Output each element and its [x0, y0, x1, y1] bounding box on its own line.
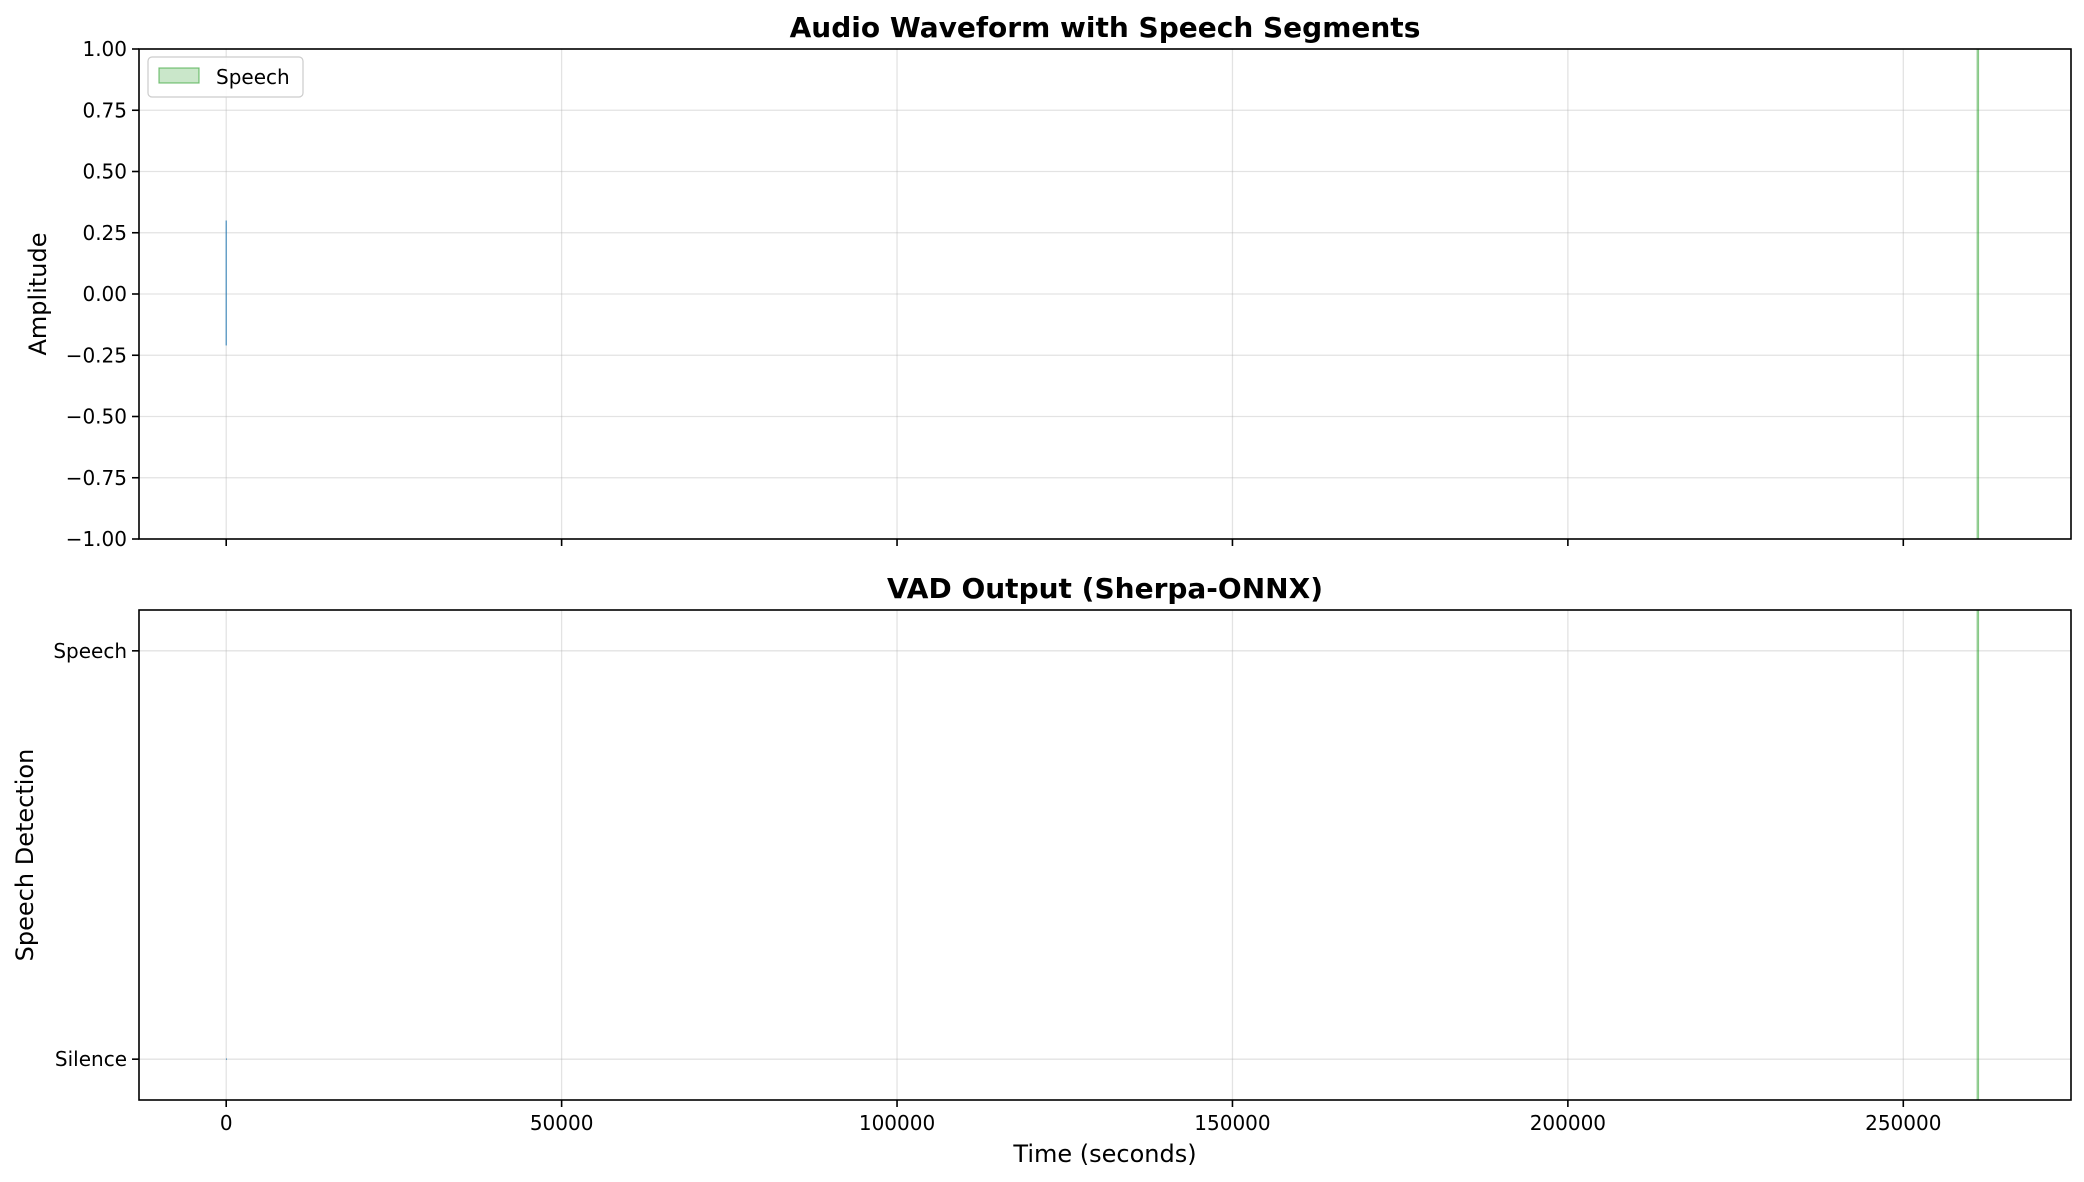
- x-tick-label: 200000: [1530, 1111, 1606, 1135]
- vad-grid: [139, 610, 2071, 1100]
- vad-y-ticks: Speech Silence: [53, 639, 139, 1071]
- y-tick-label: Silence: [55, 1047, 127, 1071]
- y-tick-label: 0.75: [82, 98, 127, 122]
- waveform-y-ticks: 1.00 0.75 0.50 0.25 0.00 −0.25 −0.50 −0.75 −1.00: [66, 37, 139, 551]
- vad-speech-segments: [1976, 609, 1980, 1101]
- y-tick-label: −0.25: [66, 343, 127, 367]
- vad-subplot: VAD Output (Sherpa-ONNX) 0 50000 100000 150…: [11, 572, 2072, 1168]
- x-tick-label: 0: [220, 1111, 233, 1135]
- vad-title: VAD Output (Sherpa-ONNX): [887, 572, 1323, 605]
- x-tick-label: 100000: [859, 1111, 935, 1135]
- y-tick-label: Speech: [53, 639, 127, 663]
- legend-box: [147, 56, 304, 98]
- vad-ylabel: Speech Detection: [11, 749, 39, 962]
- x-tick-label: 150000: [1194, 1111, 1270, 1135]
- y-tick-label: −1.00: [66, 527, 127, 551]
- speech-segment-span: [1976, 609, 1980, 1101]
- waveform-ylabel: Amplitude: [24, 233, 52, 356]
- legend-swatch-speech: [158, 67, 200, 84]
- y-tick-label: 0.00: [82, 282, 127, 306]
- waveform-subplot: Audio Waveform with Speech Segments 1.00…: [24, 11, 2072, 551]
- vad-x-ticks: 0 50000 100000 150000 200000 250000: [220, 1100, 1941, 1135]
- speech-segment-span: [1976, 48, 1980, 540]
- x-tick-label: 50000: [530, 1111, 594, 1135]
- y-tick-label: 0.50: [82, 160, 127, 184]
- y-tick-label: 1.00: [82, 37, 127, 61]
- y-tick-label: −0.50: [66, 405, 127, 429]
- legend: Speech: [147, 56, 304, 98]
- x-tick-label: 250000: [1865, 1111, 1941, 1135]
- vad-xlabel: Time (seconds): [1012, 1140, 1196, 1168]
- waveform-grid: [139, 48, 2071, 540]
- waveform-title: Audio Waveform with Speech Segments: [790, 11, 1421, 44]
- vad-axes-frame: [138, 609, 2072, 1101]
- legend-label-speech: Speech: [216, 65, 290, 89]
- y-tick-label: −0.75: [66, 466, 127, 490]
- waveform-speech-segments: [1976, 48, 1980, 540]
- y-tick-label: 0.25: [82, 221, 127, 245]
- waveform-x-ticks: [225, 539, 1905, 546]
